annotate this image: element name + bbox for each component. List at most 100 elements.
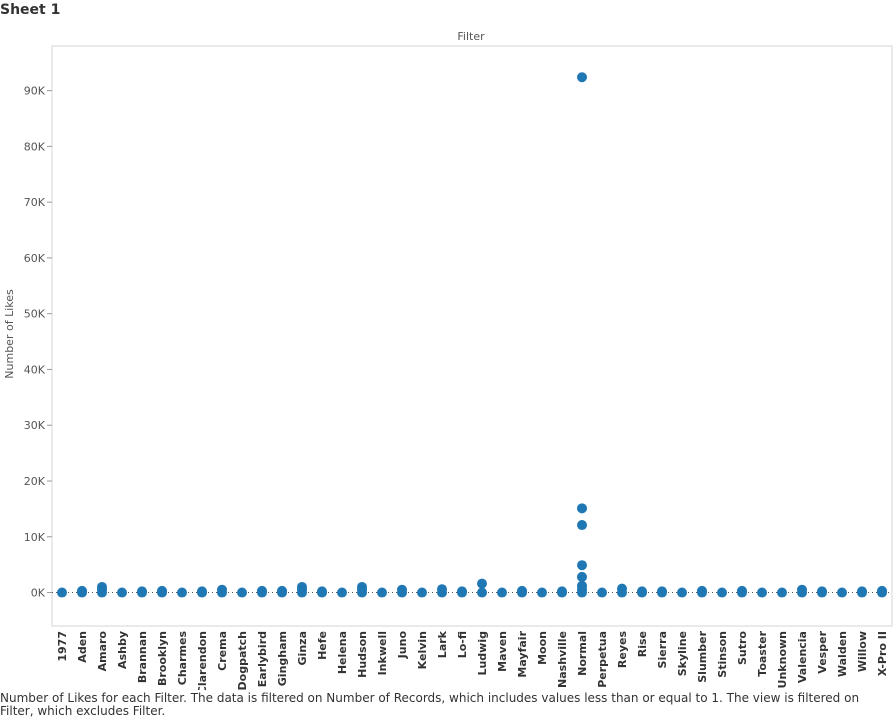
x-tick-label: Sutro	[736, 631, 749, 665]
y-tick-label: 80K	[24, 140, 46, 153]
x-tick-label: Hefe	[316, 631, 329, 660]
data-point[interactable]	[157, 585, 167, 596]
sheet-title: Sheet 1	[0, 2, 61, 18]
x-tick-label: Crema	[216, 631, 229, 671]
x-tick-label: Brannan	[136, 631, 149, 683]
data-point[interactable]	[717, 587, 727, 598]
data-point[interactable]	[837, 587, 847, 598]
data-point[interactable]	[577, 571, 587, 582]
data-point[interactable]	[577, 580, 587, 591]
data-point[interactable]	[357, 581, 367, 592]
data-points	[57, 72, 887, 598]
data-point[interactable]	[57, 587, 67, 598]
x-tick-label: X-Pro II	[876, 631, 889, 676]
data-point[interactable]	[577, 72, 587, 83]
data-point[interactable]	[477, 578, 487, 589]
data-point[interactable]	[597, 587, 607, 598]
data-point[interactable]	[377, 587, 387, 598]
data-point[interactable]	[197, 586, 207, 597]
data-point[interactable]	[657, 586, 667, 597]
x-tick-label: Ginza	[296, 631, 309, 665]
x-tick-label: Normal	[576, 631, 589, 676]
x-tick-label: Juno	[396, 631, 409, 660]
y-tick-label: 0K	[31, 587, 46, 600]
x-tick-label: Perpetua	[596, 631, 609, 688]
data-point[interactable]	[417, 587, 427, 598]
x-tick-label: Earlybird	[256, 631, 269, 687]
data-point[interactable]	[337, 587, 347, 598]
data-point[interactable]	[577, 520, 587, 531]
y-tick-label: 70K	[24, 196, 46, 209]
y-axis: 0K 10K 20K 30K 40K 50K 60K 70K 80K 90K	[24, 85, 52, 600]
data-point[interactable]	[537, 587, 547, 598]
data-point[interactable]	[817, 586, 827, 597]
x-tick-label: Charmes	[176, 631, 189, 686]
data-point[interactable]	[617, 583, 627, 594]
x-tick-label: Nashville	[556, 631, 569, 688]
data-point[interactable]	[497, 587, 507, 598]
y-tick-label: 10K	[24, 531, 46, 544]
x-tick-label: Sierra	[656, 631, 669, 668]
data-point[interactable]	[457, 586, 467, 597]
x-tick-label: Willow	[856, 631, 869, 672]
data-point[interactable]	[437, 584, 447, 595]
x-tick-label: Helena	[336, 631, 349, 674]
data-point[interactable]	[257, 585, 267, 596]
x-tick-label: Skyline	[676, 631, 689, 676]
data-point[interactable]	[697, 585, 707, 596]
x-tick-label: Stinson	[716, 631, 729, 678]
data-point[interactable]	[277, 585, 287, 596]
data-point[interactable]	[737, 585, 747, 596]
x-tick-label: Aden	[76, 631, 89, 663]
x-tick-label: Maven	[496, 631, 509, 672]
data-point[interactable]	[797, 584, 807, 595]
data-point[interactable]	[237, 587, 247, 598]
x-tick-label: Moon	[536, 631, 549, 665]
data-point[interactable]	[77, 585, 87, 596]
x-tick-label: Reyes	[616, 631, 629, 669]
x-tick-label: 1977	[56, 631, 69, 662]
data-point[interactable]	[557, 586, 567, 597]
x-tick-label: Rise	[636, 631, 649, 657]
data-point[interactable]	[777, 587, 787, 598]
x-tick-label: Clarendon	[196, 631, 209, 690]
data-point[interactable]	[857, 586, 867, 597]
y-tick-label: 60K	[24, 252, 46, 265]
data-point[interactable]	[517, 585, 527, 596]
y-axis-title: Number of Likes	[3, 289, 16, 379]
data-point[interactable]	[297, 581, 307, 592]
data-point[interactable]	[317, 586, 327, 597]
y-tick-label: 90K	[24, 85, 46, 98]
x-tick-label: Toaster	[756, 630, 769, 676]
x-axis: 1977 Aden Amaro Ashby Brannan Brooklyn Charmes…	[56, 630, 889, 690]
y-tick-label: 50K	[24, 308, 46, 321]
data-point[interactable]	[637, 586, 647, 597]
data-point[interactable]	[677, 587, 687, 598]
x-tick-label: Vesper	[816, 630, 829, 673]
y-tick-label: 30K	[24, 419, 46, 432]
y-tick-label: 40K	[24, 363, 46, 376]
data-point[interactable]	[97, 581, 107, 592]
x-tick-label: Lo-fi	[456, 631, 469, 658]
data-point[interactable]	[177, 587, 187, 598]
x-tick-label: Kelvin	[416, 631, 429, 669]
x-tick-label: Dogpatch	[236, 631, 249, 690]
data-point[interactable]	[577, 503, 587, 514]
data-point[interactable]	[217, 584, 227, 595]
data-point[interactable]	[397, 584, 407, 595]
x-tick-label: Hudson	[356, 631, 369, 678]
plot-area	[51, 45, 893, 627]
data-point[interactable]	[877, 585, 887, 596]
x-tick-label: Amaro	[96, 631, 109, 672]
data-point[interactable]	[137, 586, 147, 597]
x-tick-label: Ashby	[116, 631, 129, 669]
data-point[interactable]	[477, 587, 487, 598]
data-point[interactable]	[757, 587, 767, 598]
x-axis-title: Filter	[457, 30, 485, 43]
x-tick-label: Valencia	[796, 631, 809, 683]
data-point[interactable]	[117, 587, 127, 598]
x-tick-label: Mayfair	[516, 630, 529, 677]
x-tick-label: Gingham	[276, 631, 289, 686]
x-tick-label: Inkwell	[376, 631, 389, 675]
data-point[interactable]	[577, 560, 587, 571]
